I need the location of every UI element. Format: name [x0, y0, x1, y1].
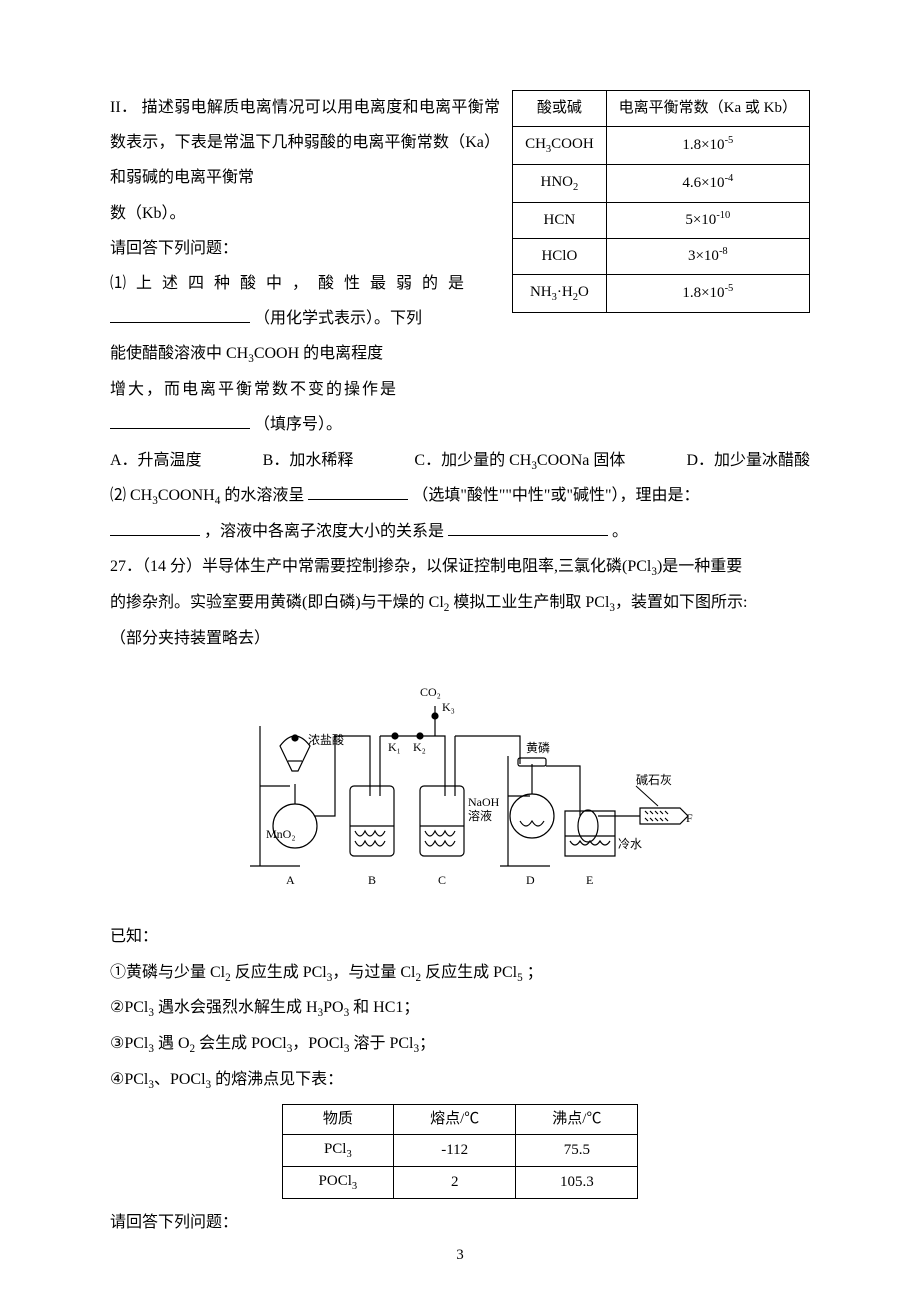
label-yellow-p: 黄磷 — [526, 740, 550, 755]
label-cold-water: 冷水 — [618, 837, 642, 851]
q2-line2: ，溶液中各离子浓度大小的关系是 。 — [110, 514, 810, 549]
known-1: ①黄磷与少量 Cl2 反应生成 PCl3，与过量 Cl2 反应生成 PCl5 ； — [110, 955, 810, 991]
table2-h1: 物质 — [282, 1104, 394, 1135]
label-conc-hcl: 浓盐酸 — [308, 732, 344, 747]
blank-ion-order[interactable] — [448, 518, 608, 537]
q2-line1: ⑵ CH3COONH4 的水溶液呈 （选填"酸性""中性"或"碱性"），理由是： — [110, 478, 810, 514]
label-naoh2: 溶液 — [468, 808, 492, 823]
apparatus-diagram: CO₂ K₃ K₁ K₂ 浓盐酸 MnO₂ NaOH 溶液 黄磷 碱石灰 冷水 … — [110, 666, 810, 909]
blank-reason[interactable] — [110, 518, 200, 537]
table-row: NH3·H2O1.8×10-5 — [513, 274, 810, 312]
q1-line3: 能使醋酸溶液中 CH3COOH 的电离程度 — [110, 336, 810, 372]
q27-line2: 的掺杂剂。实验室要用黄磷(即白磷)与干燥的 Cl2 模拟工业生产制取 PCl3，… — [110, 585, 810, 621]
option-c: C．加少量的 CH3COONa 固体 — [414, 443, 625, 479]
label-co2: CO₂ — [420, 685, 441, 699]
label-lime: 碱石灰 — [636, 773, 672, 787]
blank-weakest-acid[interactable] — [110, 305, 250, 324]
table-row: PCl3 -112 75.5 — [282, 1135, 638, 1167]
table1-h2: 电离平衡常数（Ka 或 Kb） — [606, 91, 809, 127]
label-k1: K₁ — [388, 740, 401, 754]
known-2: ②PCl3 遇水会强烈水解生成 H3PO3 和 HC1； — [110, 990, 810, 1026]
table1-h1: 酸或碱 — [513, 91, 607, 127]
page-number: 3 — [110, 1239, 810, 1272]
option-a: A．升高温度 — [110, 443, 202, 479]
melting-boiling-table: 物质 熔点/℃ 沸点/℃ PCl3 -112 75.5 POCl3 2 105.… — [282, 1104, 639, 1199]
label-F: F — [686, 811, 693, 825]
label-mno2: MnO₂ — [266, 827, 296, 841]
table-row: HCN5×10-10 — [513, 202, 810, 238]
label-naoh1: NaOH — [468, 795, 500, 809]
blank-operation[interactable] — [110, 411, 250, 430]
option-d: D．加少量冰醋酸 — [686, 443, 810, 479]
table-row: CH3COOH1.8×10-5 — [513, 127, 810, 165]
table2-h3: 沸点/℃ — [516, 1104, 638, 1135]
label-A: A — [286, 873, 295, 887]
option-b: B．加水稀释 — [263, 443, 354, 479]
label-k2: K₂ — [413, 740, 426, 754]
intro-text: 描述弱电解质电离情况可以用电离度和电离平衡常数表示，下表是常温下几种弱酸的电离平… — [110, 99, 500, 186]
table-row: HClO3×10-8 — [513, 238, 810, 274]
known-3: ③PCl3 遇 O2 会生成 POCl3，POCl3 溶于 PCl3； — [110, 1026, 810, 1062]
ionization-constants-table: 酸或碱 电离平衡常数（Ka 或 Kb） CH3COOH1.8×10-5 HNO2… — [512, 90, 810, 313]
q1-line4: 增大，而电离平衡常数不变的操作是 — [110, 372, 810, 407]
table-row: HNO24.6×10-4 — [513, 164, 810, 202]
known-header: 已知： — [110, 919, 810, 954]
label-E: E — [586, 873, 593, 887]
label-B: B — [368, 873, 376, 887]
q27-line3: （部分夹持装置略去） — [110, 621, 810, 656]
table2-h2: 熔点/℃ — [394, 1104, 516, 1135]
label-D: D — [526, 873, 535, 887]
footer-question: 请回答下列问题： — [110, 1205, 810, 1240]
options-row: A．升高温度 B．加水稀释 C．加少量的 CH3COONa 固体 D．加少量冰醋… — [110, 443, 810, 479]
table-row: POCl3 2 105.3 — [282, 1167, 638, 1199]
q27-line1: 27．（14 分）半导体生产中常需要控制掺杂，以保证控制电阻率,三氯化磷(PCl… — [110, 549, 810, 585]
part-label: II． — [110, 99, 137, 116]
blank-acidity[interactable] — [308, 482, 408, 501]
label-C: C — [438, 873, 446, 887]
known-4: ④PCl3、POCl3 的熔沸点见下表： — [110, 1062, 810, 1098]
q1-line5: （填序号）。 — [110, 407, 810, 442]
label-k3: K₃ — [442, 700, 455, 714]
